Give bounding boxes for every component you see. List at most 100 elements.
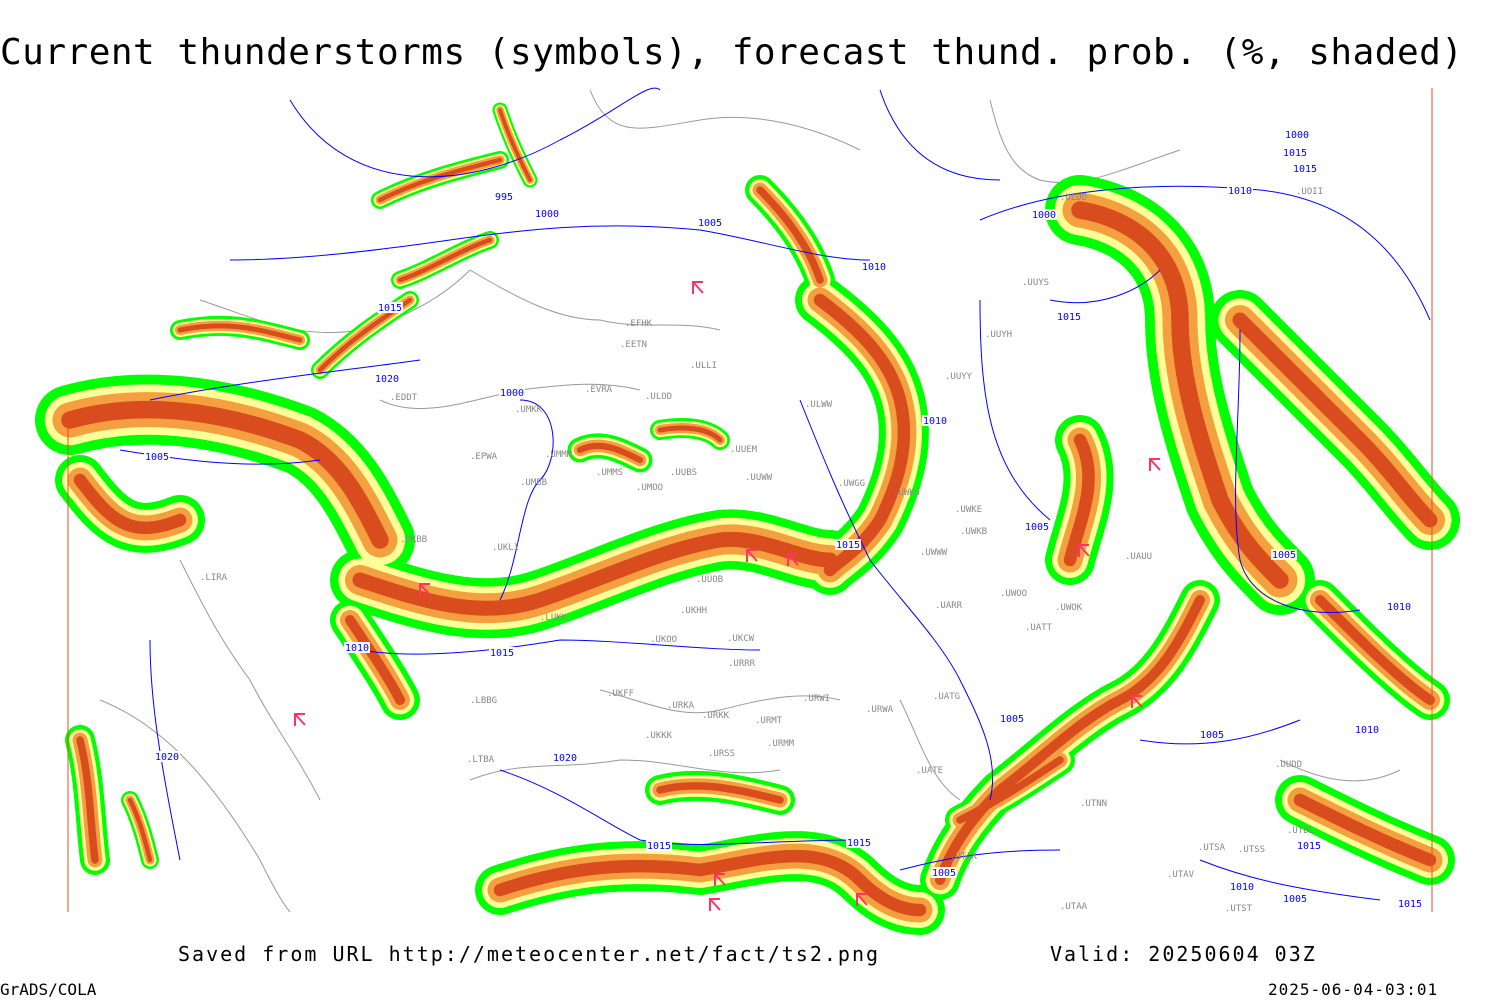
isobar-labels: 995 1000 1005 1010 1015 1020 1000 1005 1010 1015 1… <box>144 129 1423 910</box>
isobar-label: 1000 <box>535 209 559 220</box>
isobar-label: 1020 <box>553 753 577 764</box>
station-label: .UTAK <box>950 852 978 862</box>
isobar-label-bg <box>374 373 400 384</box>
probability-band <box>345 615 405 705</box>
probability-band <box>656 782 784 804</box>
station-label: .UTDL <box>1287 826 1314 836</box>
probability-band <box>756 186 824 284</box>
isobar-line <box>149 639 181 861</box>
station-label: .UUBS <box>670 468 697 478</box>
isobar-line <box>979 299 1051 521</box>
isobar-label-bg <box>1199 729 1225 740</box>
probability-band <box>956 756 1064 824</box>
probability-band <box>576 442 644 464</box>
station-label: .EVRA <box>585 385 613 395</box>
generated-timestamp: 2025-06-04-03:01 <box>1268 980 1439 999</box>
isobar-label: 1000 <box>1032 210 1056 221</box>
station-label: .UKOO <box>650 635 677 645</box>
isobar-label: 1010 <box>1387 602 1411 613</box>
isobar-label: 1020 <box>375 374 399 385</box>
isobar-label-bg <box>1296 840 1322 851</box>
station-label: .UAUU <box>1125 552 1152 562</box>
station-label: .UTST <box>1225 904 1253 914</box>
isobar-label: 1005 <box>145 452 169 463</box>
isobars <box>119 87 1431 901</box>
source-url-text: Saved from URL http://meteocenter.net/fa… <box>178 942 881 966</box>
isobar-label-bg <box>1024 521 1050 532</box>
isobar-label-bg <box>1282 893 1308 904</box>
probability-band <box>493 849 927 917</box>
station-label: .URWI <box>803 694 830 704</box>
isobar-line <box>359 639 761 655</box>
station-label: .UUYY <box>945 372 973 382</box>
station-label: .ULDD <box>1060 193 1087 203</box>
isobar-line <box>899 849 1061 871</box>
station-label: .LIRA <box>200 573 228 583</box>
station-label: .ULWW <box>805 400 833 410</box>
thunderstorm-glyph <box>856 893 868 906</box>
isobar-line <box>979 185 1431 321</box>
isobar-label-bg <box>344 642 370 653</box>
thunderstorm-symbol-icon <box>709 898 721 911</box>
station-label: .EPWA <box>470 452 498 462</box>
probability-band <box>73 473 187 535</box>
isobar-line <box>1139 719 1301 745</box>
station-label: .UTNN <box>1080 799 1107 809</box>
isobar-label: 1010 <box>1355 725 1379 736</box>
isobar-label: 1015 <box>847 838 871 849</box>
station-label: .EFHK <box>625 319 653 329</box>
station-label: .URKA <box>667 701 695 711</box>
station-label: .UTSA <box>1198 843 1226 853</box>
station-label: .UUYH <box>985 330 1012 340</box>
probability-band <box>1232 312 1438 528</box>
isobar-label-bg <box>835 539 861 550</box>
thunderstorm-symbol-icon <box>714 873 726 886</box>
thunderstorm-glyph <box>1078 544 1090 557</box>
station-label: .UKHH <box>680 606 707 616</box>
station-label: .UATT <box>1025 623 1053 633</box>
isobar-label: 1015 <box>1293 164 1317 175</box>
isobar-label-bg <box>861 261 887 272</box>
thunderstorm-glyph <box>294 713 306 726</box>
isobar-line <box>1235 329 1361 614</box>
station-label: .URRR <box>728 659 756 669</box>
isobar-label-bg <box>1227 185 1253 196</box>
isobar-label: 1010 <box>1228 186 1252 197</box>
isobar-line <box>799 399 994 801</box>
isobar-label-bg <box>1271 549 1297 560</box>
isobar-line <box>499 769 861 845</box>
isobar-label-bg <box>931 867 957 878</box>
isobar-label: 1005 <box>698 218 722 229</box>
thunderstorm-glyph <box>1131 695 1143 708</box>
isobar-line <box>149 359 421 401</box>
thunderstorm-symbol-icon <box>746 549 758 562</box>
probability-band <box>1063 433 1095 567</box>
coastline <box>179 559 321 801</box>
station-label: .URKK <box>702 711 730 721</box>
station-label: .UWKS <box>893 488 920 498</box>
thunderstorm-glyph <box>714 873 726 886</box>
storm-symbols <box>294 281 1161 911</box>
isobar-label: 1000 <box>1285 130 1309 141</box>
isobar-label: 1015 <box>378 303 402 314</box>
station-label: .UTAV <box>1167 870 1195 880</box>
station-label: .UWWW <box>920 548 948 558</box>
station-label: .UATG <box>933 692 960 702</box>
isobar-label: 1005 <box>1272 550 1296 561</box>
thunderstorm-glyph <box>787 553 799 566</box>
thunderstorm-glyph <box>709 898 721 911</box>
station-label: .UWGG <box>838 479 865 489</box>
thunderstorm-symbol-icon <box>856 893 868 906</box>
station-label: .UTAA <box>1060 902 1088 912</box>
station-label: .URMT <box>755 716 783 726</box>
station-label: .LBBG <box>470 696 497 706</box>
isobar-label: 1020 <box>155 752 179 763</box>
station-label: .UARR <box>935 601 963 611</box>
station-label: .UMMM <box>545 450 573 460</box>
probability-band <box>397 237 493 283</box>
probability-band <box>177 323 303 343</box>
isobar-line <box>119 449 321 465</box>
isobar-label: 1010 <box>862 262 886 273</box>
isobar-label-bg <box>499 387 525 398</box>
station-label: .EDDT <box>390 393 418 403</box>
